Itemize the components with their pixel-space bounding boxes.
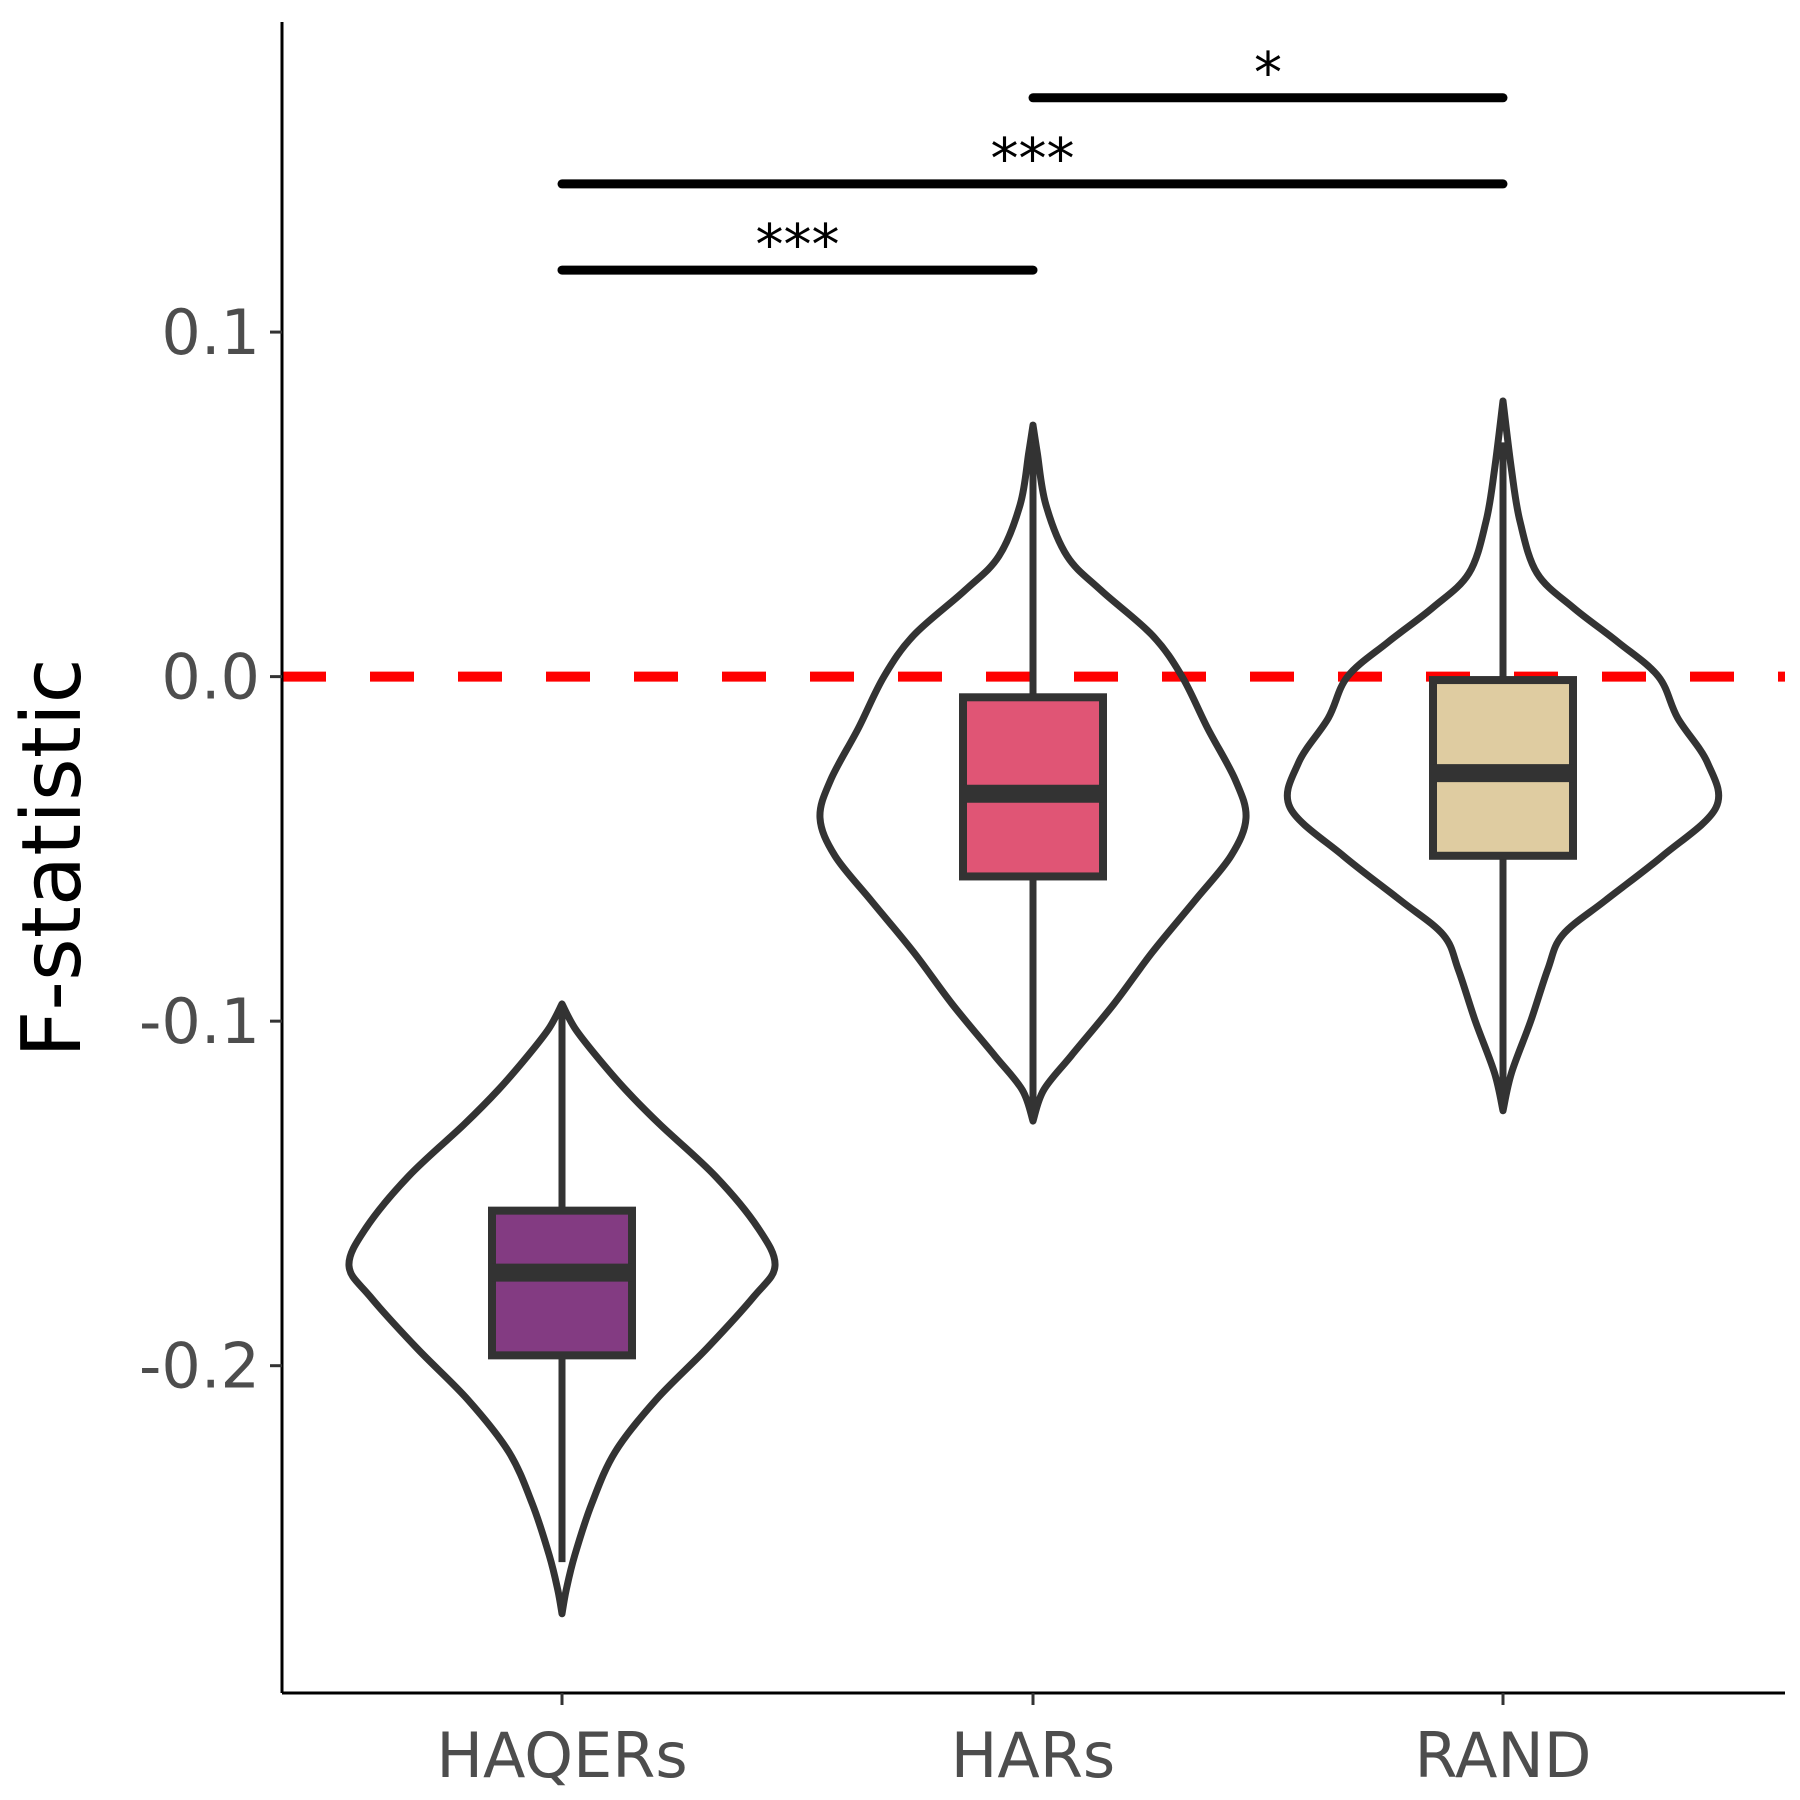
y-tick-label: -0.1 <box>139 985 260 1058</box>
significance-layer: ******* <box>557 41 1508 278</box>
y-tick-label: -0.2 <box>139 1330 260 1403</box>
y-axis-title: F-statistic <box>5 658 100 1058</box>
ticks-layer: -0.2 -0.1 0.0 0.1 HAQERs HARs RAND <box>139 296 1592 1792</box>
violin-rand <box>1283 397 1723 1115</box>
x-tick-label: RAND <box>1414 1719 1591 1792</box>
x-tick-label: HAQERs <box>436 1719 687 1792</box>
significance-label: *** <box>756 213 840 278</box>
significance-label: * <box>1254 41 1282 106</box>
x-tick-label: HARs <box>951 1719 1115 1792</box>
y-tick-label: 0.1 <box>161 296 260 369</box>
y-tick-label: 0.0 <box>161 641 260 714</box>
violin-hars <box>816 421 1250 1125</box>
significance-label: *** <box>991 127 1075 192</box>
boxplots-layer <box>488 442 1577 1563</box>
box-haqers <box>488 1206 636 1360</box>
